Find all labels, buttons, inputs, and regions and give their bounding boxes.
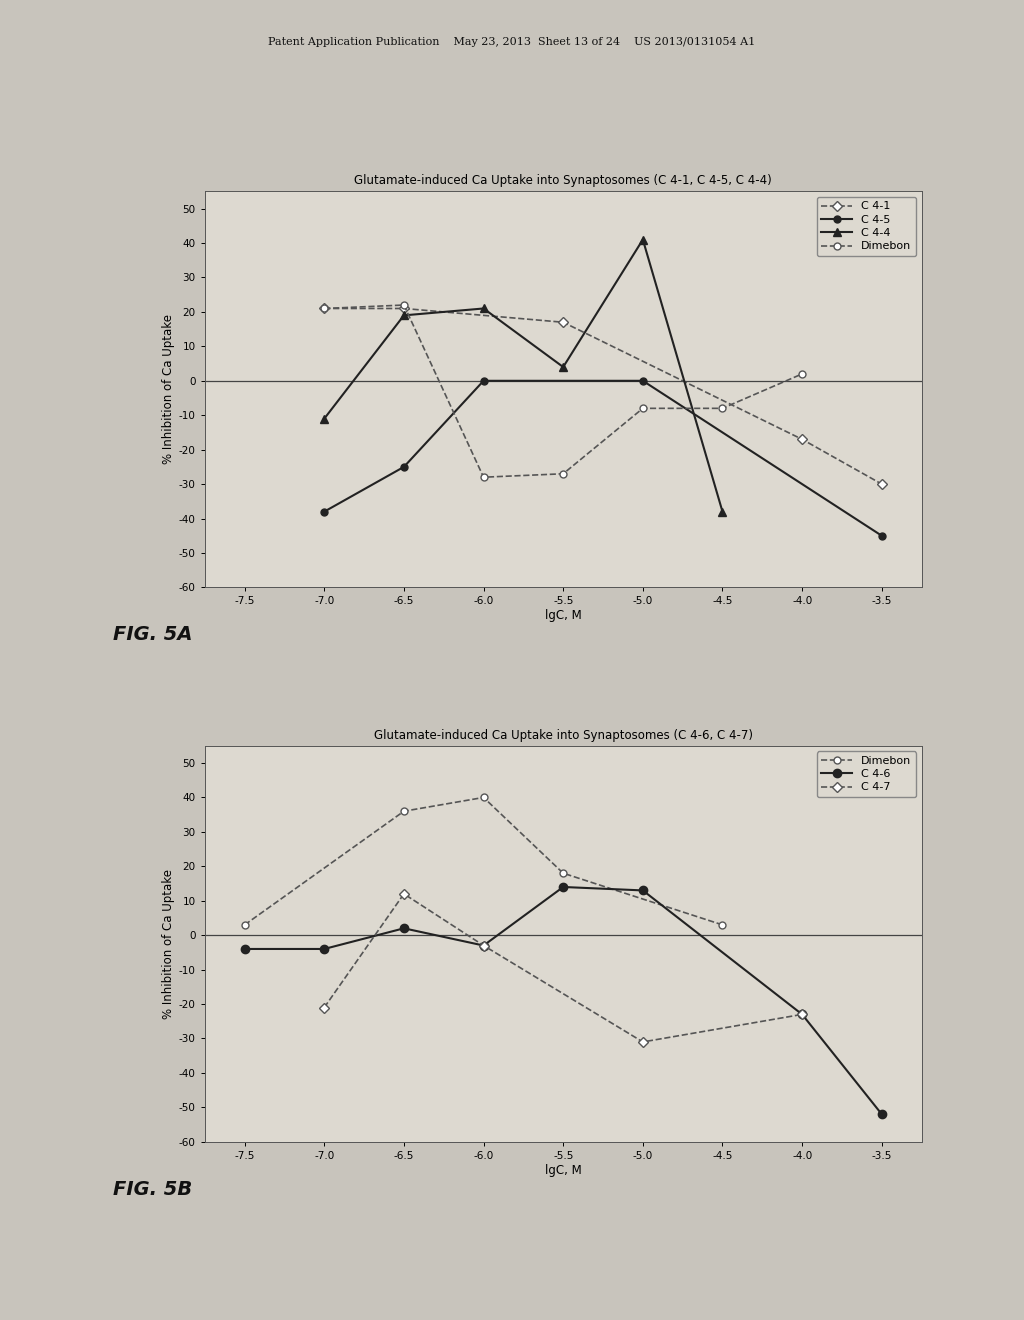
Legend: Dimebon, C 4-6, C 4-7: Dimebon, C 4-6, C 4-7 <box>817 751 916 797</box>
Text: FIG. 5B: FIG. 5B <box>113 1180 191 1199</box>
X-axis label: lgC, M: lgC, M <box>545 1164 582 1176</box>
X-axis label: lgC, M: lgC, M <box>545 610 582 622</box>
Text: FIG. 5A: FIG. 5A <box>113 626 193 644</box>
Title: Glutamate-induced Ca Uptake into Synaptosomes (C 4-6, C 4-7): Glutamate-induced Ca Uptake into Synapto… <box>374 729 753 742</box>
Y-axis label: % Inhibition of Ca Uptake: % Inhibition of Ca Uptake <box>162 314 175 465</box>
Legend: C 4-1, C 4-5, C 4-4, Dimebon: C 4-1, C 4-5, C 4-4, Dimebon <box>817 197 916 256</box>
Text: Patent Application Publication    May 23, 2013  Sheet 13 of 24    US 2013/013105: Patent Application Publication May 23, 2… <box>268 37 756 48</box>
Title: Glutamate-induced Ca Uptake into Synaptosomes (C 4-1, C 4-5, C 4-4): Glutamate-induced Ca Uptake into Synapto… <box>354 174 772 187</box>
Y-axis label: % Inhibition of Ca Uptake: % Inhibition of Ca Uptake <box>162 869 175 1019</box>
